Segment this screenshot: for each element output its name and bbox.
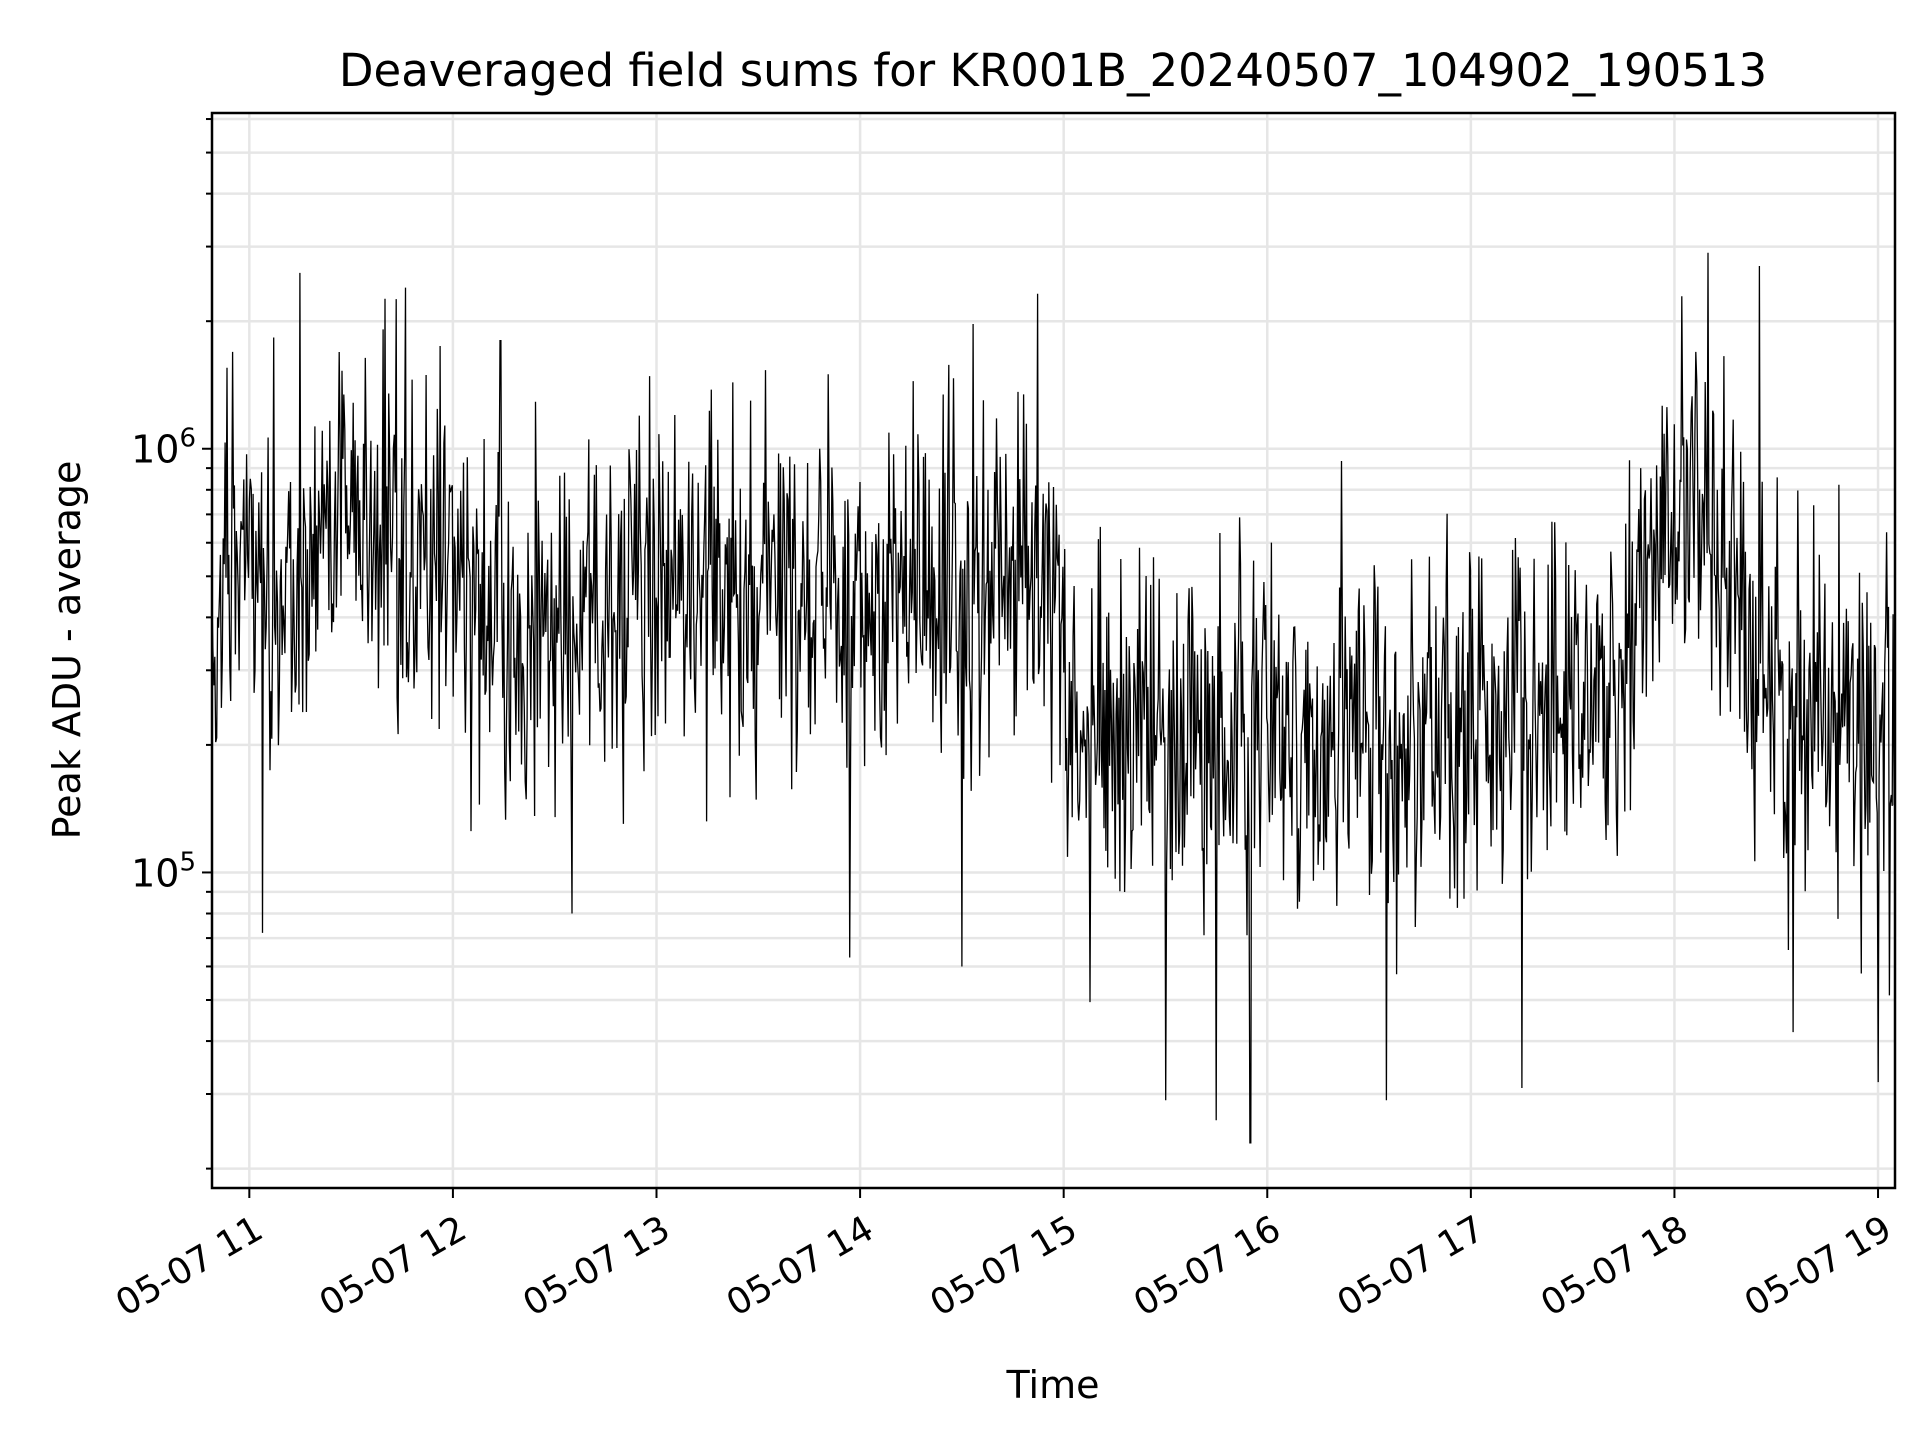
x-tick-label: 05-07 18 [1534,1208,1695,1324]
y-tick-label: 105 [131,847,196,895]
x-tick-label: 05-07 12 [313,1208,474,1324]
x-axis-label: Time [1006,1363,1100,1407]
series-line [211,252,1896,1144]
chart-title: Deaveraged field sums for KR001B_2024050… [339,44,1767,97]
y-tick-label: 106 [131,424,196,472]
x-tick-label: 05-07 14 [720,1208,881,1324]
x-tick-label: 05-07 11 [109,1208,270,1324]
x-tick-label: 05-07 15 [924,1208,1085,1324]
series-layer [211,252,1896,1144]
y-axis-ticks: 105 106 [131,424,212,895]
plot-frame [210,111,1897,1190]
x-tick-label: 05-07 16 [1127,1208,1288,1324]
x-tick-label: 05-07 19 [1738,1208,1899,1324]
x-axis-ticks: 05-07 11 05-07 12 05-07 13 05-07 14 05-07 15… [109,1188,1899,1325]
x-tick-label: 05-07 17 [1331,1208,1492,1324]
x-tick-label: 05-07 13 [516,1208,677,1324]
y-axis-label: Peak ADU - average [45,461,89,840]
